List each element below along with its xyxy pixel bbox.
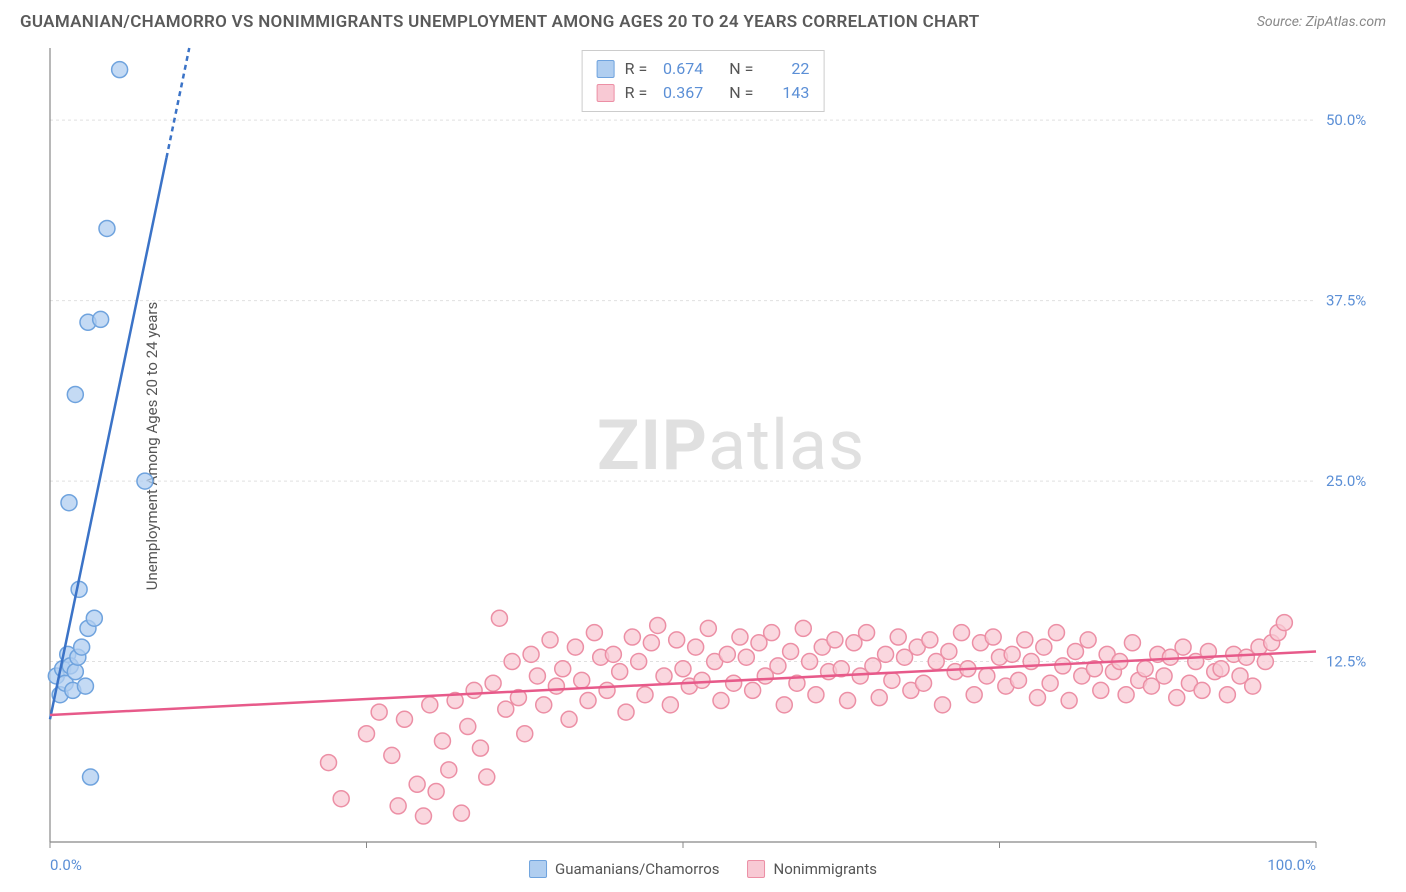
bottom-legend: Guamanians/Chamorros Nonimmigrants — [529, 860, 877, 878]
stats-n-value-0: 22 — [759, 57, 809, 81]
svg-text:25.0%: 25.0% — [1326, 472, 1366, 490]
legend-swatch-0 — [529, 860, 547, 878]
stats-legend-box: R = 0.674 N = 22 R = 0.367 N = 143 — [582, 50, 825, 112]
stats-swatch-1 — [597, 84, 615, 102]
legend-label-0: Guamanians/Chamorros — [555, 860, 719, 878]
chart-source: Source: ZipAtlas.com — [1257, 14, 1386, 30]
stats-r-value-1: 0.367 — [653, 81, 703, 105]
x-tick-min: 0.0% — [50, 856, 82, 874]
stats-r-label-1: R = — [625, 81, 648, 105]
stats-swatch-0 — [597, 60, 615, 78]
stats-n-label-1: N = — [729, 81, 753, 105]
chart-title: GUAMANIAN/CHAMORRO VS NONIMMIGRANTS UNEM… — [20, 12, 979, 32]
chart-svg: 12.5%25.0%37.5%50.0% — [50, 48, 1316, 842]
svg-text:50.0%: 50.0% — [1326, 111, 1366, 129]
legend-item-0: Guamanians/Chamorros — [529, 860, 719, 878]
stats-n-value-1: 143 — [759, 81, 809, 105]
stats-r-label-0: R = — [625, 57, 648, 81]
chart-plot-area: 12.5%25.0%37.5%50.0% — [50, 48, 1316, 842]
x-tick-max: 100.0% — [1267, 856, 1316, 874]
svg-text:12.5%: 12.5% — [1326, 653, 1366, 671]
legend-label-1: Nonimmigrants — [774, 860, 877, 878]
stats-row-0: R = 0.674 N = 22 — [597, 57, 810, 81]
stats-r-value-0: 0.674 — [653, 57, 703, 81]
legend-item-1: Nonimmigrants — [748, 860, 877, 878]
legend-swatch-1 — [748, 860, 766, 878]
svg-text:37.5%: 37.5% — [1326, 292, 1366, 310]
stats-n-label-0: N = — [729, 57, 753, 81]
chart-header: GUAMANIAN/CHAMORRO VS NONIMMIGRANTS UNEM… — [0, 0, 1406, 40]
stats-row-1: R = 0.367 N = 143 — [597, 81, 810, 105]
